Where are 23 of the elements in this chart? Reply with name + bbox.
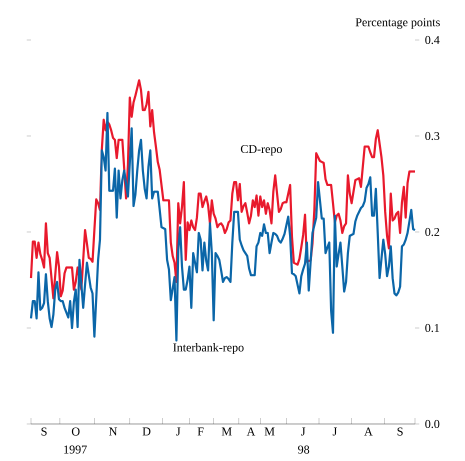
text: 98: [298, 446, 310, 454]
y-tick-label: 0.0: [425, 420, 440, 428]
x-tick-label: N: [109, 428, 118, 436]
x-tick-label: J: [332, 428, 337, 436]
x-tick-label: J: [176, 428, 180, 436]
x-tick-label: S: [398, 428, 403, 436]
y-axis-title: Percentage points: [356, 18, 440, 29]
x-tick-label: O: [72, 428, 80, 436]
x-tick-label: F: [198, 428, 204, 436]
x-tick-label: M: [264, 428, 275, 436]
x-tick-label: D: [142, 428, 150, 436]
y-tick-label: 0.2: [425, 228, 440, 236]
x-tick-label: M: [222, 428, 232, 436]
y-tick-label: 0.1: [425, 324, 440, 332]
y-tick-label: 0.4: [425, 36, 440, 44]
series-label: CD-repo: [240, 145, 282, 156]
text: 1997: [64, 446, 87, 454]
x-tick-label: A: [364, 428, 373, 436]
x-tick-label: A: [246, 428, 256, 436]
y-tick-label: 0.3: [425, 132, 440, 140]
series-label: Interbank-repo: [173, 343, 244, 354]
x-tick-label: S: [42, 428, 47, 436]
x-tick-label: J: [301, 428, 306, 436]
